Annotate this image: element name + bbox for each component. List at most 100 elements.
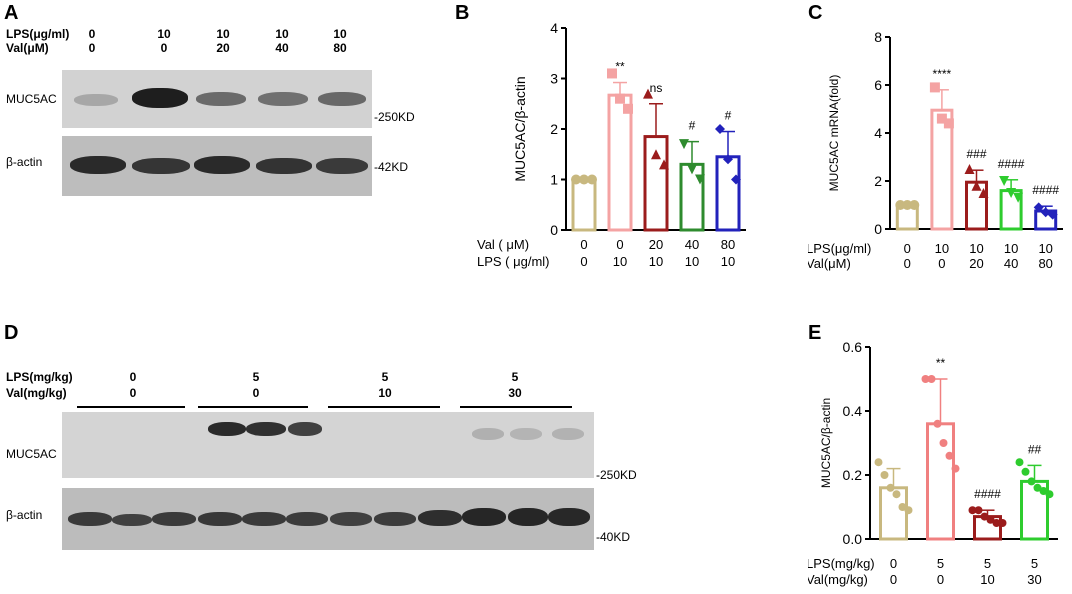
panel-a-val-value: 0	[160, 41, 168, 55]
data-point	[968, 506, 977, 515]
data-point	[929, 82, 940, 93]
significance-label: ##	[1028, 442, 1042, 456]
data-point	[886, 483, 895, 492]
data-point	[571, 174, 581, 185]
data-point	[1006, 188, 1017, 198]
data-point	[998, 519, 1007, 527]
x-category-label: 5	[1031, 556, 1038, 571]
data-point	[974, 506, 983, 515]
significance-label: ####	[974, 487, 1001, 501]
panel-c-letter: C	[808, 2, 823, 24]
x-category-label: 10	[1038, 241, 1052, 256]
data-point	[892, 490, 901, 499]
data-point	[971, 180, 982, 191]
panel-a-lps-label: LPS(μg/ml)	[6, 27, 70, 41]
data-point	[1047, 209, 1058, 220]
bar	[571, 178, 597, 232]
panel-a-lps-value: 0	[88, 27, 96, 41]
significance-label: ####	[1032, 183, 1059, 197]
significance-label: ####	[998, 157, 1025, 171]
panel-a-val-value: 20	[216, 41, 230, 55]
panel-a-actin-blot	[62, 136, 372, 196]
y-tick-label: 0.0	[843, 531, 863, 547]
x-category-label: 80	[1038, 256, 1052, 271]
panel-a-lps-value: 10	[333, 27, 347, 41]
x-category-label: 10	[613, 254, 627, 269]
x-category-label: 0	[890, 556, 897, 571]
panel-d-lps-value: 5	[381, 370, 389, 384]
data-point	[874, 458, 883, 467]
data-point	[978, 188, 989, 198]
x-category-label: 10	[721, 254, 735, 269]
x-category-label: 10	[980, 572, 994, 587]
significance-label: #	[725, 109, 732, 123]
panel-e-chart: 0.00.20.40.6MUC5AC/β-actin00**50####510#…	[808, 339, 1058, 587]
panel-a-lps-value: 10	[157, 27, 171, 41]
group-underline	[460, 406, 572, 408]
y-tick-label: 0	[874, 221, 882, 237]
panel-d-lps-value: 0	[129, 370, 137, 384]
panel-a-val-value: 0	[88, 41, 96, 55]
data-point	[898, 503, 907, 511]
data-point	[1039, 487, 1048, 495]
x-category-label: 40	[685, 237, 699, 252]
bar	[607, 93, 633, 232]
x-row2-label: Val(μM)	[808, 256, 851, 271]
y-tick-label: 2	[550, 121, 558, 137]
y-tick-label: 6	[874, 77, 882, 93]
data-point	[927, 375, 936, 383]
data-point	[1033, 483, 1042, 492]
data-point	[895, 200, 906, 210]
panel-a-val-value: 40	[275, 41, 289, 55]
x-category-label: 0	[904, 241, 911, 256]
x-category-label: 0	[616, 237, 623, 252]
x-category-label: 10	[685, 254, 699, 269]
data-point	[904, 506, 913, 515]
panel-d-40kd-label: -40KD	[596, 530, 631, 544]
x-category-label: 20	[649, 237, 663, 252]
data-point	[992, 519, 1001, 527]
y-axis-label: MUC5AC/β-actin	[819, 398, 833, 488]
x-category-label: 30	[1027, 572, 1041, 587]
x-row1-label: Val ( μM)	[477, 237, 529, 252]
panel-d-actin-blot	[62, 488, 594, 550]
x-category-label: 5	[937, 556, 944, 571]
y-tick-label: 8	[874, 29, 882, 45]
y-tick-label: 0	[550, 222, 558, 238]
y-tick-label: 2	[874, 173, 882, 189]
x-category-label: 20	[969, 256, 983, 271]
data-point	[943, 118, 954, 129]
data-point	[1027, 477, 1036, 486]
y-tick-label: 0.2	[843, 467, 863, 483]
data-point	[1013, 192, 1024, 203]
data-point	[939, 439, 948, 447]
x-category-label: 10	[969, 241, 983, 256]
data-point	[999, 176, 1010, 186]
panel-a-muc5ac-blot	[62, 70, 372, 128]
panel-d-val-value: 0	[129, 386, 137, 400]
group-underline	[198, 406, 308, 408]
panel-a-lps-value: 10	[275, 27, 289, 41]
panel-a-letter: A	[4, 2, 19, 24]
data-point	[986, 515, 995, 524]
x-row2-label: LPS ( μg/ml)	[477, 254, 550, 269]
data-point	[579, 174, 589, 185]
data-point	[951, 464, 960, 473]
data-point	[731, 174, 741, 185]
significance-label: **	[615, 60, 625, 74]
data-point	[1015, 458, 1024, 467]
panel-a-muc5ac-label: MUC5AC	[6, 92, 57, 106]
y-tick-label: 0.6	[843, 339, 863, 355]
x-category-label: 10	[935, 241, 949, 256]
x-category-label: 0	[580, 254, 587, 269]
x-row1-label: LPS(μg/ml)	[808, 241, 871, 256]
data-point	[715, 124, 725, 134]
data-point	[587, 174, 597, 185]
group-underline	[77, 406, 185, 408]
significance-label: ###	[966, 147, 986, 161]
y-axis-label: MUC5AC/β-actin	[512, 76, 528, 181]
data-point	[936, 113, 947, 124]
panel-d-letter: D	[4, 322, 19, 344]
panel-d-muc5ac-blot	[62, 412, 594, 478]
data-point	[651, 149, 661, 160]
